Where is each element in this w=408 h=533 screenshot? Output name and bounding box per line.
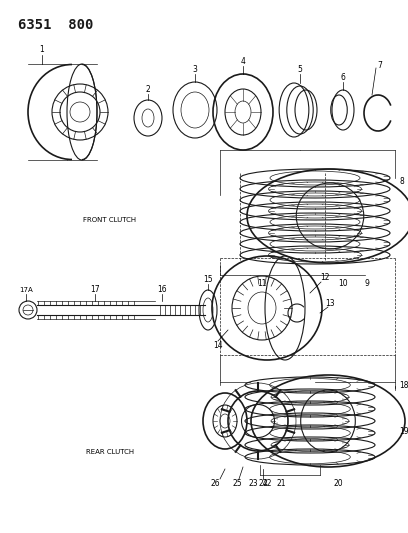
Text: 21: 21 [276,479,286,488]
Text: 6: 6 [341,74,346,83]
Text: 17A: 17A [19,287,33,293]
Text: 23: 23 [248,479,258,488]
Text: 10: 10 [338,279,348,287]
Text: 9: 9 [365,279,369,287]
Text: 14: 14 [213,341,223,350]
Text: 2: 2 [146,85,151,94]
Text: 5: 5 [297,66,302,75]
Text: 11: 11 [257,279,267,287]
Text: 24: 24 [258,479,268,488]
Text: 6351  800: 6351 800 [18,18,93,32]
Text: 12: 12 [320,273,330,282]
Text: 22: 22 [262,479,272,488]
Text: 3: 3 [193,66,197,75]
Text: 25: 25 [232,479,242,488]
Text: 4: 4 [241,58,246,67]
Text: 15: 15 [203,276,213,285]
Text: 19: 19 [399,427,408,437]
Text: 13: 13 [325,298,335,308]
Text: 7: 7 [377,61,382,69]
Text: 26: 26 [210,479,220,488]
Text: REAR CLUTCH: REAR CLUTCH [86,449,134,455]
Text: 8: 8 [399,177,404,187]
Text: 20: 20 [333,479,343,488]
Text: 17: 17 [90,286,100,295]
Text: 18: 18 [399,381,408,390]
Text: FRONT CLUTCH: FRONT CLUTCH [84,217,137,223]
Text: 1: 1 [40,45,44,54]
Text: 16: 16 [157,286,167,295]
